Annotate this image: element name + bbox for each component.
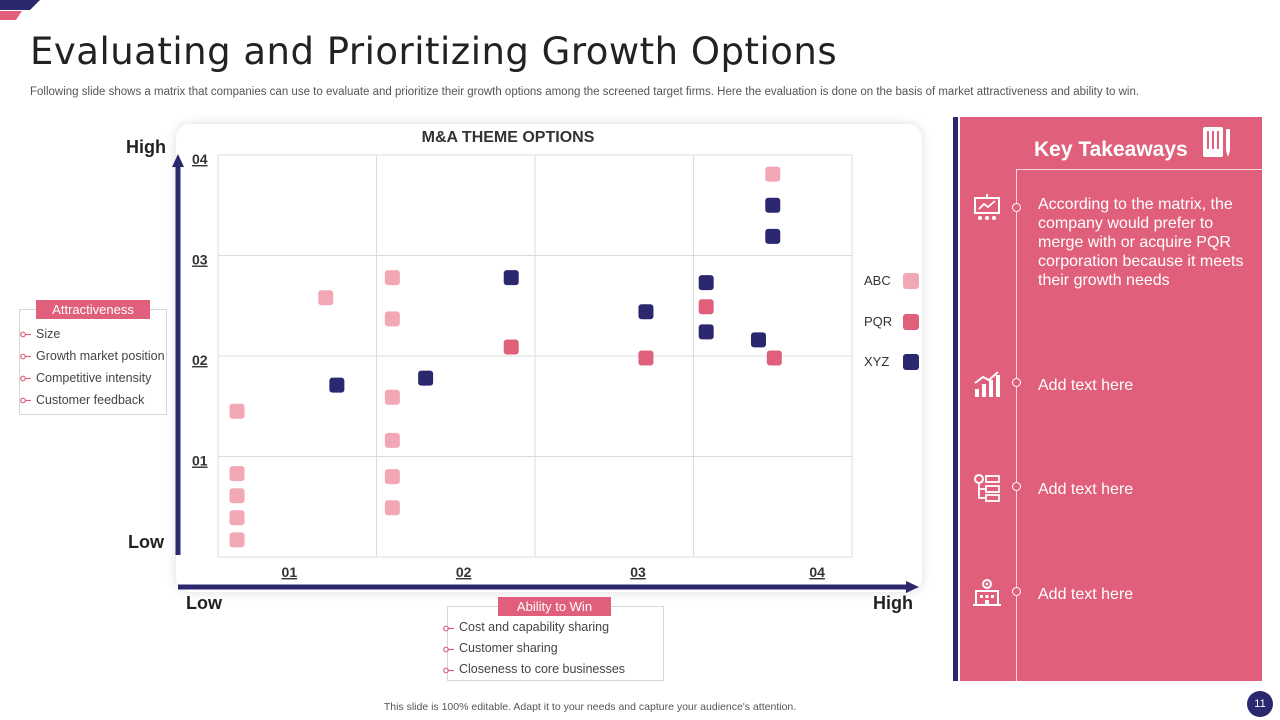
ability-list: Cost and capability sharing Customer sha… [443, 617, 625, 680]
chart-points [229, 166, 782, 548]
timeline-dot [1012, 378, 1021, 387]
data-point-xyz [698, 324, 714, 340]
legend-label-xyz: XYZ [864, 354, 890, 369]
chart-card: M&A THEME OPTIONS 01 02 03 04 01 02 03 04 [176, 124, 922, 592]
data-point-pqr [698, 299, 714, 315]
data-point-abc [384, 270, 400, 286]
legend-item-pqr: PQR [862, 313, 922, 331]
key-takeaways-panel: Key Takeaways According to the matrix, t… [960, 117, 1262, 681]
data-point-xyz [418, 370, 434, 386]
data-point-xyz [638, 304, 654, 320]
data-point-pqr [766, 350, 782, 366]
ability-item: Closeness to core businesses [443, 659, 625, 680]
corner-decoration [0, 0, 40, 20]
data-point-abc [384, 469, 400, 485]
x-tick-label: 02 [456, 564, 472, 580]
data-point-abc [229, 403, 245, 419]
data-point-abc [384, 389, 400, 405]
data-point-abc [384, 311, 400, 327]
data-point-xyz [765, 228, 781, 244]
chart-grid [217, 154, 853, 558]
attractiveness-box: Size Growth market position Competitive … [19, 309, 167, 415]
y-tick-label: 03 [192, 252, 208, 268]
x-axis-high-label: High [873, 593, 913, 613]
building-gear-icon [973, 579, 1001, 606]
y-tick-label: 02 [192, 352, 208, 368]
ability-item: Customer sharing [443, 638, 625, 659]
legend-label-pqr: PQR [864, 314, 893, 329]
data-point-xyz [329, 377, 345, 393]
attractiveness-item: Growth market position [20, 345, 165, 367]
data-point-abc [229, 532, 245, 548]
timeline-dot [1012, 482, 1021, 491]
footer-note: This slide is 100% editable. Adapt it to… [383, 701, 797, 713]
data-point-xyz [750, 332, 766, 348]
legend-label-abc: ABC [864, 273, 891, 288]
takeaway-text: According to the matrix, the company wou… [1038, 196, 1244, 289]
data-point-abc [229, 466, 245, 482]
chart-ticks: 01 02 03 04 01 02 03 04 [192, 151, 825, 580]
attractiveness-label: Attractiveness [36, 300, 150, 319]
takeaway-text: Add text here [1038, 377, 1134, 394]
key-bullet-icon [20, 397, 31, 404]
page-subtitle: Following slide shows a matrix that comp… [30, 86, 1140, 98]
timeline-dot [1012, 203, 1021, 212]
y-tick-label: 04 [192, 151, 208, 167]
timeline-dot [1012, 587, 1021, 596]
y-axis-high-label: High [126, 137, 166, 157]
key-bullet-icon [443, 667, 454, 674]
key-bullet-icon [443, 646, 454, 653]
legend-swatch-xyz [903, 354, 919, 370]
key-bullet-icon [20, 353, 31, 360]
key-bullet-icon [443, 625, 454, 632]
x-tick-label: 01 [282, 564, 298, 580]
data-point-xyz [698, 275, 714, 291]
data-point-abc [384, 500, 400, 516]
page-number: 11 [1247, 691, 1273, 717]
page-title: Evaluating and Prioritizing Growth Optio… [30, 30, 838, 73]
takeaway-text: Add text here [1038, 586, 1134, 603]
chart-title: M&A THEME OPTIONS [422, 129, 595, 146]
ability-label: Ability to Win [498, 597, 611, 616]
attractiveness-item: Competitive intensity [20, 367, 165, 389]
data-point-xyz [765, 197, 781, 213]
panel-timeline-line [1016, 169, 1017, 681]
data-point-abc [229, 510, 245, 526]
data-point-abc [318, 290, 334, 306]
data-point-abc [384, 432, 400, 448]
attractiveness-list: Size Growth market position Competitive … [20, 323, 165, 411]
y-axis-low-label: Low [128, 532, 164, 552]
data-point-abc [229, 488, 245, 504]
presentation-icon [974, 194, 1000, 220]
panel-accent-bar [953, 117, 958, 681]
key-bullet-icon [20, 331, 31, 338]
book-icon [1203, 127, 1230, 157]
panel-header-line [1016, 169, 1262, 170]
takeaway-text: Add text here [1038, 481, 1134, 498]
legend-item-xyz: XYZ [862, 353, 922, 371]
key-takeaways-title: Key Takeaways [1034, 138, 1188, 161]
x-tick-label: 04 [809, 564, 825, 580]
data-point-pqr [503, 339, 519, 355]
y-tick-label: 01 [192, 453, 208, 469]
process-flow-icon [974, 474, 1000, 502]
x-tick-label: 03 [630, 564, 646, 580]
data-point-pqr [638, 350, 654, 366]
growth-chart-icon [974, 371, 1000, 397]
key-bullet-icon [20, 375, 31, 382]
data-point-xyz [503, 270, 519, 286]
ability-item: Cost and capability sharing [443, 617, 625, 638]
legend-swatch-abc [903, 273, 919, 289]
data-point-abc [765, 166, 781, 182]
legend-item-abc: ABC [862, 272, 922, 290]
scatter-chart: M&A THEME OPTIONS 01 02 03 04 01 02 03 04 [192, 129, 853, 580]
attractiveness-item: Size [20, 323, 165, 345]
x-axis-low-label: Low [186, 593, 222, 613]
legend-swatch-pqr [903, 314, 919, 330]
ability-box: Cost and capability sharing Customer sha… [443, 606, 664, 681]
attractiveness-item: Customer feedback [20, 389, 165, 411]
